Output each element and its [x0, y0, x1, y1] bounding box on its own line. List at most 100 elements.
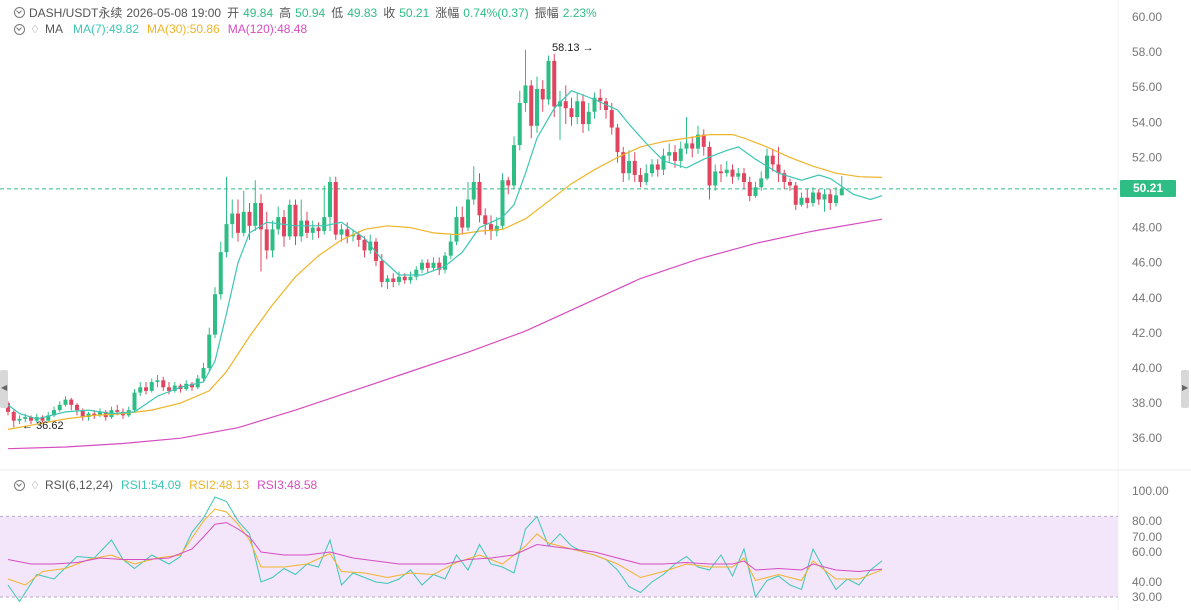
candle-body	[98, 411, 102, 416]
candle-body	[155, 380, 160, 383]
ma30-value: MA(30):50.86	[147, 22, 220, 36]
right-scroll-handle[interactable]: ▶	[1181, 370, 1189, 408]
candle-body	[586, 111, 591, 125]
candle-body	[75, 404, 79, 411]
candle-body	[259, 203, 263, 230]
price-tick-label: 58.00	[1132, 45, 1162, 59]
candle-body	[742, 173, 746, 182]
ma-collapse-icon[interactable]	[14, 23, 25, 35]
bell-icon[interactable]: ♢	[30, 23, 40, 36]
rsi-legend: ♢ RSI(6,12,24) RSI1:54.09 RSI2:48.13 RSI…	[14, 478, 321, 492]
candle-body	[540, 88, 545, 100]
candle-body	[46, 415, 51, 421]
candle-body	[247, 211, 252, 226]
candle-body	[604, 101, 608, 111]
left-scroll-handle[interactable]: ◀	[0, 370, 8, 408]
candle-body	[448, 241, 453, 256]
rsi-band	[0, 516, 1118, 597]
ma-legend: ♢ MA MA(7):49.82 MA(30):50.86 MA(120):48…	[14, 22, 311, 36]
candle-body	[52, 410, 56, 416]
candle-body	[351, 234, 355, 237]
candle-body	[839, 188, 844, 196]
rsi-tick-label: 80.00	[1132, 514, 1162, 528]
candle-body	[569, 108, 574, 118]
candle-body	[650, 164, 654, 174]
candle-body	[707, 146, 712, 186]
candle-body	[494, 225, 499, 232]
candle-body	[23, 417, 28, 419]
candle-body	[563, 101, 568, 109]
candle-body	[420, 262, 424, 270]
candle-body	[144, 387, 148, 391]
candle-body	[345, 229, 350, 237]
candle-body	[402, 276, 407, 281]
candle-body	[816, 192, 821, 200]
rsi-tick-label: 60.00	[1132, 545, 1162, 559]
candle-body	[425, 262, 430, 268]
candle-body	[523, 85, 528, 103]
ma120-line	[7, 218, 883, 450]
candle-body	[316, 227, 321, 232]
candle-body	[149, 382, 154, 391]
rsi-collapse-icon[interactable]	[14, 479, 25, 491]
candle-body	[253, 203, 258, 226]
candle-body	[92, 413, 97, 416]
rsi-tick-label: 40.00	[1132, 575, 1162, 589]
change-label: 涨幅	[435, 6, 460, 20]
candle-body	[17, 418, 22, 421]
candle-body	[696, 134, 700, 149]
price-tick-label: 44.00	[1132, 291, 1162, 305]
price-tick-label: 40.00	[1132, 361, 1162, 375]
candle-body	[759, 178, 764, 188]
candle-body	[828, 194, 833, 204]
rsi-tick-label: 70.00	[1132, 530, 1162, 544]
low-mark: 36.62	[36, 420, 64, 432]
candle-body	[609, 110, 614, 128]
candle-body	[500, 180, 505, 226]
candle-body	[834, 195, 838, 204]
price-tick-label: 48.00	[1132, 221, 1162, 235]
candle-body	[397, 276, 401, 283]
candle-body	[765, 155, 769, 179]
chevron-right-icon: ▶	[1182, 383, 1189, 392]
amp-value: 2.23%	[562, 5, 597, 20]
candle-body	[431, 262, 436, 268]
candle-body	[552, 60, 557, 107]
candle-body	[592, 97, 597, 112]
candle-body	[40, 417, 45, 421]
collapse-toggle-icon[interactable]	[14, 7, 25, 18]
candle-body	[489, 224, 493, 232]
candle-body	[753, 187, 758, 197]
candle-body	[63, 399, 68, 405]
candle-body	[730, 169, 735, 177]
rsi-bell-icon[interactable]: ♢	[30, 479, 40, 492]
candle-body	[339, 229, 344, 235]
high-annotation: 58.13 →	[552, 42, 594, 54]
high-value: 50.94	[295, 5, 326, 20]
candle-body	[678, 148, 683, 161]
candle-body	[408, 276, 413, 281]
candle-body	[477, 181, 482, 216]
candle-body	[299, 220, 304, 237]
price-tick-label: 38.00	[1132, 396, 1162, 410]
candle-body	[719, 171, 723, 174]
ohlc-legend: DASH/USDT永续 2026-05-08 19:00 开 49.84 高 5…	[14, 4, 601, 21]
candle-body	[512, 145, 516, 186]
candle-body	[782, 173, 787, 182]
candle-body	[736, 173, 741, 177]
candle-body	[805, 197, 810, 204]
candle-body	[11, 411, 16, 421]
candle-body	[661, 155, 666, 170]
candle-body	[621, 152, 626, 174]
candle-body	[558, 101, 562, 107]
close-value: 50.21	[399, 5, 430, 20]
candle-body	[305, 220, 309, 233]
candle-body	[471, 181, 476, 200]
candle-body	[293, 204, 298, 237]
candle-body	[684, 143, 689, 149]
candle-body	[282, 217, 286, 237]
ma7-line	[7, 89, 883, 420]
price-tick-label: 56.00	[1132, 80, 1162, 94]
candle-body	[615, 127, 620, 153]
